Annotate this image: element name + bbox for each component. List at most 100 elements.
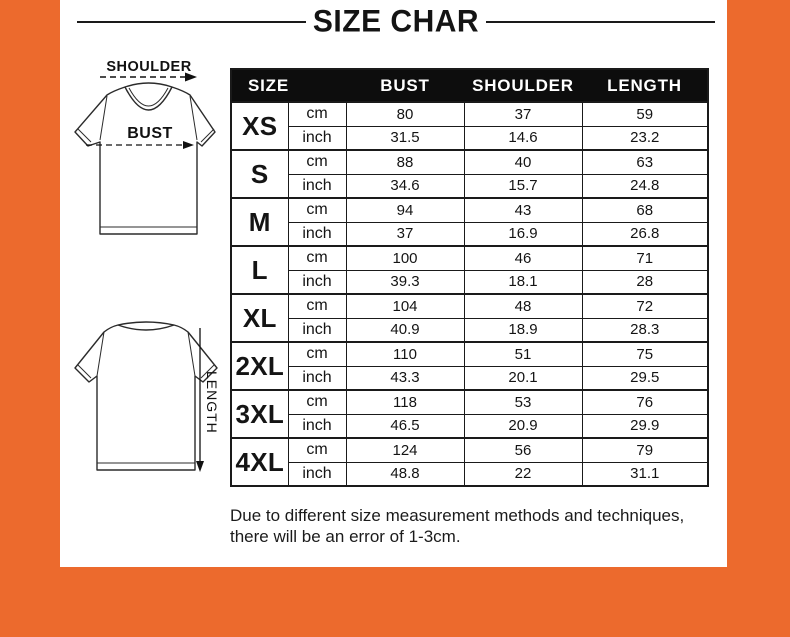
bust-cm-value: 124 bbox=[345, 437, 465, 463]
tshirt-front-outline bbox=[74, 82, 216, 235]
length-inch-value: 29.5 bbox=[581, 365, 709, 391]
bust-arrow bbox=[86, 141, 194, 149]
size-label: XL bbox=[230, 293, 289, 343]
col-header-length: LENGTH bbox=[582, 69, 708, 102]
length-inch-value: 29.9 bbox=[581, 413, 709, 439]
bust-cm-value: 104 bbox=[345, 293, 465, 319]
shoulder-cm-value: 46 bbox=[463, 245, 583, 271]
bust-label: BUST bbox=[127, 125, 173, 142]
length-inch-value: 24.8 bbox=[581, 173, 709, 199]
size-label: 3XL bbox=[230, 389, 289, 439]
bust-inch-value: 37 bbox=[345, 221, 465, 247]
unit-cm-label: cm bbox=[287, 149, 347, 175]
length-arrow bbox=[196, 328, 204, 472]
length-cm-value: 75 bbox=[581, 341, 709, 367]
length-label: LENGTH bbox=[204, 371, 220, 434]
unit-cm-label: cm bbox=[287, 437, 347, 463]
unit-inch-label: inch bbox=[287, 221, 347, 247]
shoulder-cm-value: 56 bbox=[463, 437, 583, 463]
shoulder-inch-value: 15.7 bbox=[463, 173, 583, 199]
length-inch-value: 28.3 bbox=[581, 317, 709, 343]
unit-cm-label: cm bbox=[287, 389, 347, 415]
shoulder-cm-value: 51 bbox=[463, 341, 583, 367]
length-cm-value: 79 bbox=[581, 437, 709, 463]
unit-inch-label: inch bbox=[287, 125, 347, 151]
shoulder-inch-value: 20.1 bbox=[463, 365, 583, 391]
table-row-inch: inch 43.3 20.1 29.5 bbox=[231, 365, 709, 391]
bust-cm-value: 88 bbox=[345, 149, 465, 175]
unit-inch-label: inch bbox=[287, 269, 347, 295]
table-row-cm: XS cm 80 37 59 bbox=[230, 101, 709, 151]
bust-inch-value: 46.5 bbox=[345, 413, 465, 439]
bust-cm-value: 100 bbox=[345, 245, 465, 271]
table-row-inch: inch 46.5 20.9 29.9 bbox=[231, 413, 709, 439]
size-label: S bbox=[230, 149, 289, 199]
size-table-body: XS cm 80 37 59 inch 31.5 14.6 23.2 S cm … bbox=[230, 101, 709, 487]
bust-inch-value: 34.6 bbox=[345, 173, 465, 199]
unit-inch-label: inch bbox=[287, 317, 347, 343]
shoulder-inch-value: 18.1 bbox=[463, 269, 583, 295]
title-rule-right bbox=[486, 21, 715, 23]
length-cm-value: 68 bbox=[581, 197, 709, 223]
bust-cm-value: 110 bbox=[345, 341, 465, 367]
length-inch-value: 31.1 bbox=[581, 461, 709, 487]
table-row-inch: inch 34.6 15.7 24.8 bbox=[231, 173, 709, 199]
table-row-inch: inch 31.5 14.6 23.2 bbox=[231, 125, 709, 151]
table-header-row: SIZE BUST SHOULDER LENGTH bbox=[231, 69, 708, 102]
table-row-cm: XL cm 104 48 72 bbox=[230, 293, 709, 343]
bust-cm-value: 94 bbox=[345, 197, 465, 223]
orange-frame-bottom bbox=[60, 567, 727, 637]
table-row-cm: 3XL cm 118 53 76 bbox=[230, 389, 709, 439]
shoulder-inch-value: 14.6 bbox=[463, 125, 583, 151]
length-cm-value: 71 bbox=[581, 245, 709, 271]
shoulder-cm-value: 37 bbox=[463, 101, 583, 127]
tshirt-front-diagram: SHOULDER BUST bbox=[74, 59, 216, 235]
shoulder-cm-value: 40 bbox=[463, 149, 583, 175]
shoulder-cm-value: 48 bbox=[463, 293, 583, 319]
title-rule-left bbox=[77, 21, 306, 23]
tshirt-back-outline bbox=[74, 321, 218, 471]
bust-inch-value: 40.9 bbox=[345, 317, 465, 343]
table-row-inch: inch 37 16.9 26.8 bbox=[231, 221, 709, 247]
unit-inch-label: inch bbox=[287, 461, 347, 487]
length-cm-value: 76 bbox=[581, 389, 709, 415]
size-table: SIZE BUST SHOULDER LENGTH XS cm 80 37 59… bbox=[230, 68, 709, 487]
shoulder-cm-value: 53 bbox=[463, 389, 583, 415]
bust-inch-value: 39.3 bbox=[345, 269, 465, 295]
unit-cm-label: cm bbox=[287, 341, 347, 367]
size-table-container: SIZE BUST SHOULDER LENGTH XS cm 80 37 59… bbox=[230, 68, 709, 487]
shoulder-inch-value: 22 bbox=[463, 461, 583, 487]
page-title: SIZE CHAR bbox=[312, 4, 480, 39]
shoulder-arrow bbox=[100, 72, 197, 82]
size-label: M bbox=[230, 197, 289, 247]
bust-inch-value: 43.3 bbox=[345, 365, 465, 391]
size-label: L bbox=[230, 245, 289, 295]
size-label: 4XL bbox=[230, 437, 289, 487]
length-inch-value: 28 bbox=[581, 269, 709, 295]
orange-frame-left bbox=[0, 0, 60, 637]
unit-cm-label: cm bbox=[287, 197, 347, 223]
shoulder-inch-value: 18.9 bbox=[463, 317, 583, 343]
orange-frame-right bbox=[727, 0, 790, 637]
table-row-cm: S cm 88 40 63 bbox=[230, 149, 709, 199]
length-cm-value: 63 bbox=[581, 149, 709, 175]
table-row-inch: inch 39.3 18.1 28 bbox=[231, 269, 709, 295]
col-header-size: SIZE bbox=[231, 69, 346, 102]
unit-cm-label: cm bbox=[287, 245, 347, 271]
bust-cm-value: 80 bbox=[345, 101, 465, 127]
unit-inch-label: inch bbox=[287, 413, 347, 439]
table-row-cm: 4XL cm 124 56 79 bbox=[230, 437, 709, 487]
shoulder-inch-value: 16.9 bbox=[463, 221, 583, 247]
col-header-shoulder: SHOULDER bbox=[464, 69, 582, 102]
unit-inch-label: inch bbox=[287, 173, 347, 199]
title-bar: SIZE CHAR bbox=[77, 4, 715, 40]
table-row-cm: M cm 94 43 68 bbox=[230, 197, 709, 247]
shoulder-cm-value: 43 bbox=[463, 197, 583, 223]
length-inch-value: 23.2 bbox=[581, 125, 709, 151]
col-header-bust: BUST bbox=[346, 69, 464, 102]
table-row-inch: inch 48.8 22 31.1 bbox=[231, 461, 709, 487]
table-row-cm: 2XL cm 110 51 75 bbox=[230, 341, 709, 391]
measurement-disclaimer: Due to different size measurement method… bbox=[230, 506, 685, 546]
length-inch-value: 26.8 bbox=[581, 221, 709, 247]
